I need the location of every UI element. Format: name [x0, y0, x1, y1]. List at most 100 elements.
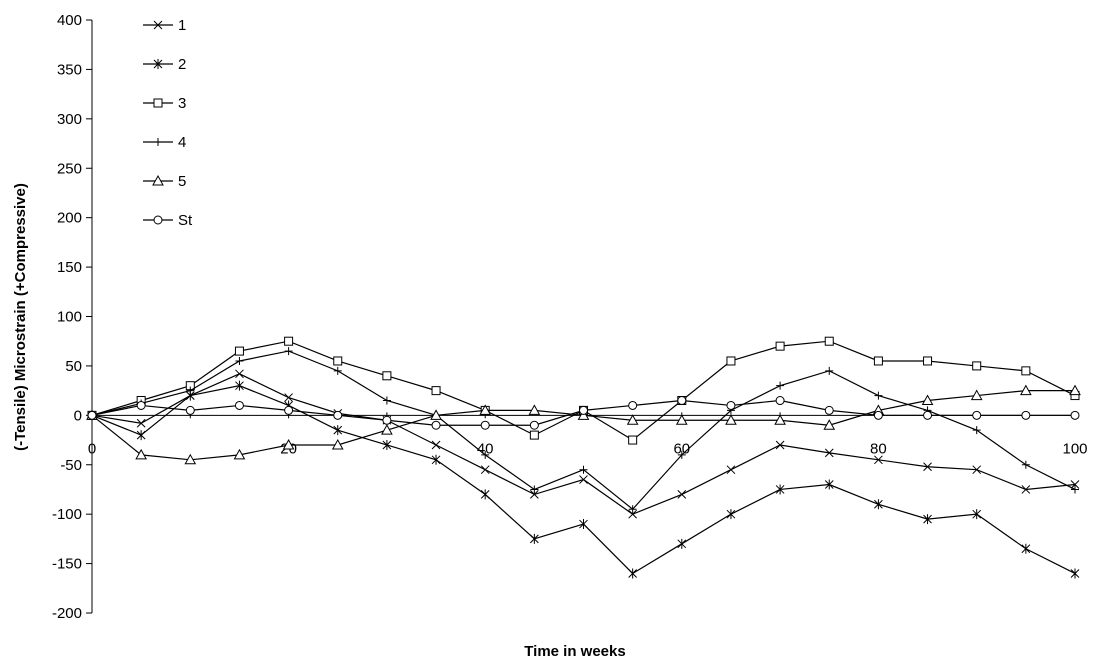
legend: 1 2 3 4 5 St [143, 17, 193, 229]
data-point [970, 389, 983, 401]
data-point [628, 400, 638, 410]
data-point [431, 454, 441, 465]
x-tick-label: 80 [870, 440, 887, 457]
data-point [1071, 485, 1079, 494]
data-point [333, 410, 343, 420]
data-point [284, 336, 294, 346]
data-point [235, 369, 244, 379]
data-point [1021, 366, 1031, 376]
data-point [923, 514, 932, 525]
data-point [382, 415, 392, 425]
data-point [923, 410, 933, 420]
data-point [774, 414, 786, 425]
data-point [579, 475, 588, 484]
data-point [1021, 543, 1031, 554]
data-point [675, 414, 688, 425]
y-tick-label: 200 [57, 210, 82, 227]
data-point [677, 450, 686, 459]
data-point [579, 465, 588, 474]
legend-label: 1 [178, 17, 186, 34]
data-point [824, 479, 834, 490]
data-point [529, 533, 539, 544]
data-point [874, 499, 883, 510]
data-point [923, 462, 932, 472]
x-tick-label: 100 [1062, 440, 1087, 457]
data-point [284, 347, 293, 356]
data-point [333, 366, 342, 375]
series-4 [88, 347, 1079, 514]
data-point [382, 439, 392, 450]
data-point [972, 361, 982, 371]
data-point [1069, 384, 1081, 396]
data-point [726, 465, 736, 475]
y-tick-label: -100 [52, 506, 82, 523]
legend-item-4: 4 [143, 134, 186, 151]
data-point [1021, 485, 1031, 494]
data-point [234, 346, 244, 356]
series-1 [87, 369, 1080, 519]
data-point [873, 410, 883, 420]
series-line-4 [91, 350, 1076, 511]
data-point [776, 381, 785, 390]
y-tick-label: 50 [65, 358, 82, 375]
legend-marker [153, 20, 163, 30]
x-tick-label: 40 [477, 440, 494, 457]
data-point [923, 356, 933, 366]
x-tick-label: 0 [88, 440, 96, 457]
data-point [825, 366, 834, 375]
data-point [972, 410, 982, 420]
data-point [1070, 480, 1080, 489]
data-point [186, 386, 195, 395]
data-point [235, 380, 244, 391]
data-point [972, 465, 982, 475]
legend-label: 4 [178, 134, 186, 151]
data-point [331, 438, 344, 450]
y-tick-label: -50 [60, 457, 82, 474]
y-tick-label: 400 [57, 12, 82, 29]
data-point [1020, 384, 1032, 396]
data-point [382, 371, 392, 381]
data-point [529, 420, 539, 430]
data-point [824, 336, 834, 346]
data-point [382, 396, 391, 405]
y-tick-label: 300 [57, 111, 82, 128]
y-tick-label: -200 [52, 605, 82, 622]
data-point [135, 448, 147, 460]
legend-label: 2 [178, 56, 186, 73]
series-3 [87, 336, 1080, 445]
data-point [480, 489, 490, 500]
data-point [381, 424, 393, 435]
legend-item-5: 5 [143, 173, 186, 190]
x-tick-label: 60 [673, 440, 690, 457]
legend-item-3: 3 [143, 95, 186, 112]
data-point [726, 509, 736, 520]
legend-label: 3 [178, 95, 186, 112]
data-point [921, 394, 934, 406]
data-point [726, 400, 736, 410]
legend-item-2: 2 [143, 56, 186, 73]
data-point [775, 484, 785, 495]
y-axis: -200 -150 -100 -50 0 50 100 150 200 250 300 350 400 [52, 12, 93, 622]
data-point [972, 509, 982, 520]
data-point [284, 405, 294, 415]
data-point [972, 426, 981, 435]
y-tick-label: 250 [57, 160, 82, 177]
y-tick-label: 0 [74, 407, 82, 424]
data-point [430, 409, 442, 420]
data-point [726, 356, 736, 366]
data-point [431, 440, 441, 450]
data-point [528, 404, 541, 415]
data-point [284, 393, 293, 402]
data-point [725, 414, 737, 425]
data-point [87, 410, 97, 420]
data-point [480, 465, 490, 475]
legend-item-1: 1 [143, 17, 186, 34]
data-point [333, 356, 343, 366]
data-point [874, 391, 883, 400]
data-point [677, 538, 687, 549]
data-point [1070, 410, 1080, 420]
series-5 [86, 384, 1081, 465]
data-point [626, 414, 639, 425]
